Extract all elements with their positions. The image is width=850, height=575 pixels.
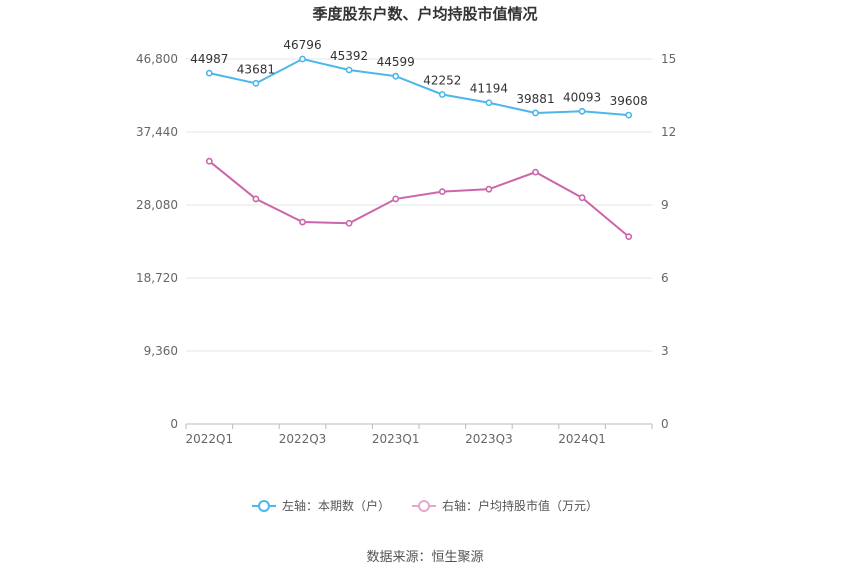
legend-line-marker-icon	[251, 499, 276, 513]
data-label: 44599	[377, 55, 415, 69]
data-label: 42252	[423, 73, 461, 87]
right-axis-tick-label: 15	[661, 52, 676, 66]
legend-label: 左轴：本期数（户）	[281, 499, 390, 513]
x-axis-tick-label: 2024Q1	[558, 432, 606, 446]
x-axis-tick-label: 2022Q1	[185, 432, 233, 446]
data-label: 40093	[563, 90, 601, 104]
legend-item-avg-value[interactable]: 右轴：户均持股市值（万元）	[412, 497, 598, 514]
data-point	[625, 233, 633, 241]
data-point	[438, 188, 446, 196]
series-line-0	[209, 57, 629, 117]
left-axis-tick-label: 46,800	[136, 52, 178, 66]
data-label: 39608	[610, 94, 648, 108]
right-axis-tick-label: 3	[661, 344, 669, 358]
data-point	[485, 185, 493, 193]
legend-line-marker-icon	[412, 499, 436, 513]
x-axis-tick-label: 2023Q3	[465, 432, 513, 446]
grid-layer	[186, 58, 652, 352]
data-label: 45392	[330, 49, 368, 63]
legend-item-households[interactable]: 左轴：本期数（户）	[251, 497, 390, 514]
data-point	[578, 107, 586, 115]
data-label: 43681	[237, 62, 275, 76]
data-point	[345, 66, 353, 74]
data-point	[205, 157, 213, 165]
data-label-layer: 44987 43681 46796 45392 44599 42252 41194 39881…	[190, 38, 648, 108]
chart-title: 季度股东户数、户均持股市值情况	[312, 5, 538, 23]
right-axis-tick-label: 9	[661, 198, 669, 212]
data-point	[299, 218, 306, 226]
data-point	[532, 168, 539, 176]
left-axis-tick-label: 37,440	[136, 125, 178, 139]
data-point	[252, 79, 260, 87]
axis-layer: 0 0 9,360 3 18,720 6 28,080 9 37,440 12 46,800 15 20…	[136, 52, 676, 446]
data-point	[625, 111, 633, 119]
data-point	[205, 69, 213, 77]
data-point	[578, 194, 586, 202]
right-axis-tick-label: 0	[661, 417, 669, 431]
data-point	[392, 72, 400, 80]
data-label: 41194	[470, 82, 508, 96]
data-point	[345, 219, 353, 227]
left-axis-tick-label: 9,360	[144, 344, 178, 358]
data-point	[299, 55, 306, 63]
right-axis-tick-label: 6	[661, 271, 669, 285]
data-point	[252, 195, 260, 203]
series-line-1	[208, 160, 630, 238]
data-label: 44987	[190, 52, 228, 66]
data-point	[438, 91, 446, 98]
data-point	[485, 99, 493, 107]
series-layer	[205, 55, 633, 241]
data-point	[532, 109, 539, 117]
data-label: 39881	[516, 92, 554, 106]
data-point	[392, 195, 400, 203]
legend: 左轴：本期数（户） 右轴：户均持股市值（万元）	[0, 497, 850, 514]
left-axis-tick-label: 18,720	[136, 271, 178, 285]
left-axis-tick-label: 0	[170, 417, 178, 431]
data-label: 46796	[283, 38, 321, 52]
right-axis-tick-label: 12	[661, 125, 676, 139]
x-axis-tick-label: 2023Q1	[372, 432, 420, 446]
legend-label: 右轴：户均持股市值（万元）	[442, 499, 599, 513]
source-note: 数据来源：恒生聚源	[366, 550, 484, 565]
left-axis-tick-label: 28,080	[136, 198, 178, 212]
x-axis-tick-label: 2022Q3	[279, 432, 327, 446]
